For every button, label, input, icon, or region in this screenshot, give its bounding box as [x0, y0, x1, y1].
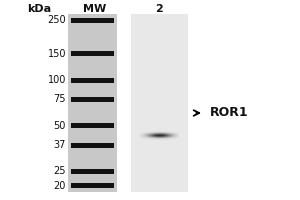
Bar — [70, 97, 114, 102]
Text: 37: 37 — [54, 140, 66, 150]
Text: 20: 20 — [54, 181, 66, 191]
Text: 2: 2 — [155, 4, 163, 14]
Text: 100: 100 — [48, 75, 66, 85]
Bar — [70, 183, 114, 188]
Text: ROR1: ROR1 — [210, 106, 249, 119]
Text: 250: 250 — [47, 15, 66, 25]
Bar — [70, 18, 114, 23]
Text: MW: MW — [83, 4, 106, 14]
Bar — [70, 169, 114, 174]
Bar — [70, 51, 114, 56]
Text: 50: 50 — [54, 121, 66, 131]
Text: kDa: kDa — [27, 4, 51, 14]
Bar — [68, 14, 117, 192]
Text: 25: 25 — [53, 166, 66, 176]
Text: 75: 75 — [53, 94, 66, 104]
Bar — [70, 123, 114, 128]
Text: 150: 150 — [47, 49, 66, 59]
Bar — [70, 143, 114, 148]
Bar — [70, 78, 114, 83]
Bar — [130, 14, 188, 192]
